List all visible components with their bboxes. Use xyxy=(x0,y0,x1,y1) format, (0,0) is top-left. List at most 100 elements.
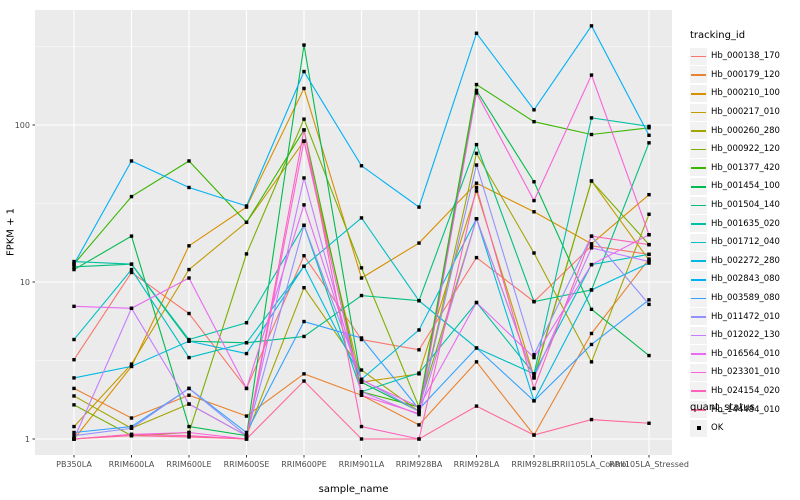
data-point xyxy=(129,270,134,275)
legend-item-label: Hb_000260_280 xyxy=(711,125,780,136)
legend-item-label: Hb_000210_100 xyxy=(711,88,780,99)
legend-key-line-icon xyxy=(690,177,707,195)
data-point xyxy=(244,430,249,435)
data-point xyxy=(589,331,594,336)
legend-item-label: OK xyxy=(711,423,724,434)
x-tick-label: RRIM600PE xyxy=(281,460,327,469)
legend-item: Hb_001377_420 xyxy=(690,159,798,178)
data-point xyxy=(532,353,536,357)
data-point xyxy=(129,267,134,272)
data-point xyxy=(532,108,536,112)
legend-key-line-icon xyxy=(690,159,707,177)
y-tick-label: 10 xyxy=(20,278,30,287)
legend-item: Hb_001635_020 xyxy=(690,214,798,233)
data-point xyxy=(187,244,191,248)
data-point xyxy=(589,360,594,364)
data-point xyxy=(244,414,249,418)
data-point xyxy=(474,189,479,193)
data-point xyxy=(589,242,594,246)
data-point xyxy=(647,192,651,197)
data-point xyxy=(244,204,249,208)
legend-key-line-icon xyxy=(690,326,707,344)
data-point xyxy=(417,241,421,245)
data-point xyxy=(589,179,594,183)
data-point xyxy=(129,362,134,366)
legend-key-line-icon xyxy=(690,363,707,381)
data-point xyxy=(129,426,134,430)
data-point xyxy=(532,198,536,203)
data-point xyxy=(72,267,76,272)
legend-key-line-icon xyxy=(690,103,707,121)
data-point xyxy=(302,176,306,180)
data-point xyxy=(417,348,421,352)
legend-key-line-icon xyxy=(690,252,707,270)
legend-item: Hb_144484_010 xyxy=(690,400,798,419)
data-point xyxy=(474,163,479,167)
data-point xyxy=(129,433,134,438)
legend-item-label: Hb_016564_010 xyxy=(711,348,780,359)
data-point xyxy=(187,424,191,429)
legend-key-line-icon xyxy=(690,233,707,251)
data-point xyxy=(302,128,306,132)
data-point xyxy=(72,430,76,435)
data-point xyxy=(589,262,594,267)
data-point xyxy=(187,159,191,163)
legend-key-point-icon xyxy=(690,419,707,437)
data-point xyxy=(532,210,536,214)
y-tick-label: 1 xyxy=(25,435,30,444)
data-point xyxy=(589,116,594,120)
data-point xyxy=(187,276,191,280)
data-point xyxy=(647,353,651,358)
data-point xyxy=(359,378,364,382)
data-point xyxy=(589,288,594,292)
data-point xyxy=(589,244,594,248)
data-point xyxy=(417,411,421,416)
data-point xyxy=(647,421,651,425)
data-point xyxy=(532,386,536,391)
legend-key-line-icon xyxy=(690,308,707,326)
data-point xyxy=(129,234,134,238)
data-point xyxy=(647,133,651,137)
data-point xyxy=(532,376,536,380)
data-point xyxy=(72,259,76,264)
data-point xyxy=(474,346,479,350)
legend-item: Hb_003589_080 xyxy=(690,289,798,308)
x-tick-label: RRII105LA_Stressed xyxy=(609,460,689,469)
data-point xyxy=(244,351,249,356)
legend-item: Hb_001712_040 xyxy=(690,233,798,252)
x-tick-label: PB350LA xyxy=(56,460,92,469)
data-point xyxy=(244,386,249,391)
data-point xyxy=(417,299,421,303)
legend-key-line-icon xyxy=(690,47,707,65)
data-point xyxy=(532,299,536,304)
legend-item-label: Hb_001635_020 xyxy=(711,218,780,229)
legend-item: Hb_000210_100 xyxy=(690,84,798,103)
data-point xyxy=(589,234,594,238)
data-point xyxy=(72,265,76,269)
data-point xyxy=(474,181,479,185)
data-point xyxy=(129,364,134,369)
x-tick-label: RRII105LA_Control xyxy=(554,460,628,469)
data-point xyxy=(302,254,306,258)
data-point xyxy=(474,255,479,260)
legend-key-line-icon xyxy=(690,270,707,288)
data-point xyxy=(129,159,134,163)
data-point xyxy=(302,372,306,376)
data-point xyxy=(532,251,536,255)
legend-item-label: Hb_012022_130 xyxy=(711,330,780,341)
legend-item: Hb_024154_020 xyxy=(690,382,798,401)
data-point xyxy=(302,117,306,121)
legend-item-label: Hb_000179_120 xyxy=(711,69,780,80)
data-point xyxy=(302,43,306,47)
data-point xyxy=(474,217,479,221)
data-point xyxy=(359,390,364,394)
legend-item-label: Hb_011472_010 xyxy=(711,311,780,322)
data-point xyxy=(532,119,536,124)
data-point xyxy=(244,433,249,438)
data-point xyxy=(589,73,594,77)
data-point xyxy=(417,437,421,441)
data-point xyxy=(474,91,479,95)
legend-key-line-icon xyxy=(690,196,707,214)
data-point xyxy=(187,402,191,406)
legend-item: Hb_001504_140 xyxy=(690,196,798,215)
